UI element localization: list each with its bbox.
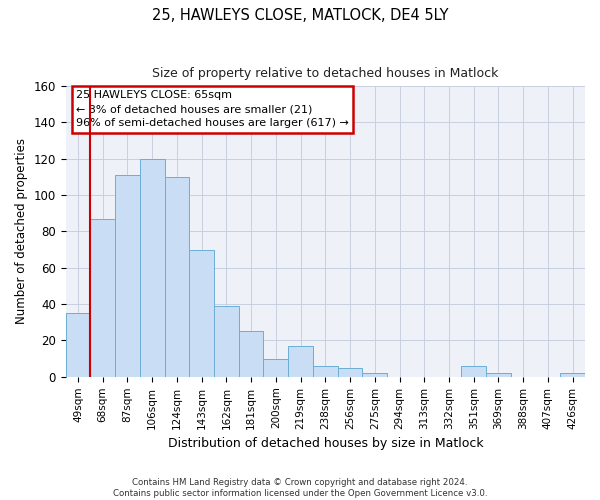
Bar	[263, 358, 288, 377]
Bar	[486, 373, 511, 377]
Bar	[362, 373, 387, 377]
Bar	[164, 177, 190, 377]
Bar	[190, 250, 214, 377]
Bar	[461, 366, 486, 377]
Bar	[239, 332, 263, 377]
Title: Size of property relative to detached houses in Matlock: Size of property relative to detached ho…	[152, 68, 499, 80]
Bar	[313, 366, 338, 377]
Bar	[140, 158, 164, 377]
Bar	[65, 313, 91, 377]
Y-axis label: Number of detached properties: Number of detached properties	[15, 138, 28, 324]
Bar	[91, 218, 115, 377]
Bar	[338, 368, 362, 377]
Bar	[288, 346, 313, 377]
X-axis label: Distribution of detached houses by size in Matlock: Distribution of detached houses by size …	[167, 437, 483, 450]
Bar	[560, 373, 585, 377]
Text: Contains HM Land Registry data © Crown copyright and database right 2024.
Contai: Contains HM Land Registry data © Crown c…	[113, 478, 487, 498]
Text: 25, HAWLEYS CLOSE, MATLOCK, DE4 5LY: 25, HAWLEYS CLOSE, MATLOCK, DE4 5LY	[152, 8, 448, 22]
Text: 25 HAWLEYS CLOSE: 65sqm
← 3% of detached houses are smaller (21)
96% of semi-det: 25 HAWLEYS CLOSE: 65sqm ← 3% of detached…	[76, 90, 349, 128]
Bar	[214, 306, 239, 377]
Bar	[115, 175, 140, 377]
